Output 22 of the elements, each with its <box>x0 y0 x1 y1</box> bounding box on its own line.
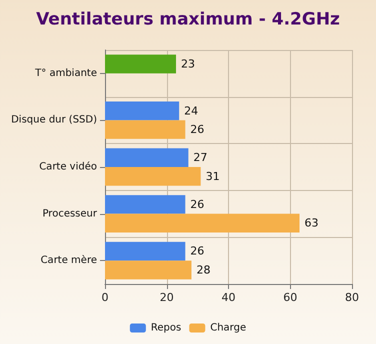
y-tick-label: T° ambiante <box>34 68 97 79</box>
data-label: 27 <box>193 151 208 164</box>
x-tick-label: 60 <box>283 291 298 304</box>
x-tick-label: 80 <box>345 291 359 304</box>
data-label: 28 <box>196 263 210 276</box>
x-tick-label: 0 <box>102 291 108 304</box>
y-tick-label: Carte mère <box>40 255 97 266</box>
y-tick-label: Disque dur (SSD) <box>11 114 98 126</box>
legend-label: Charge <box>210 322 246 334</box>
x-tick-label: 40 <box>222 291 236 304</box>
data-label: 26 <box>190 244 204 258</box>
data-label: 24 <box>184 104 198 118</box>
y-tick-label: Carte vidéo <box>39 162 97 172</box>
data-label: 26 <box>190 123 204 136</box>
y-tick-label: Processeur <box>42 208 98 220</box>
data-label: 23 <box>181 58 196 71</box>
data-label: 31 <box>206 170 220 183</box>
x-tick-label: 20 <box>160 291 174 304</box>
data-label: 63 <box>304 216 319 230</box>
chart-title: Ventilateurs maximum - 4.2GHz <box>36 10 340 30</box>
legend-label: Repos <box>150 322 182 334</box>
data-label: 26 <box>190 198 204 211</box>
